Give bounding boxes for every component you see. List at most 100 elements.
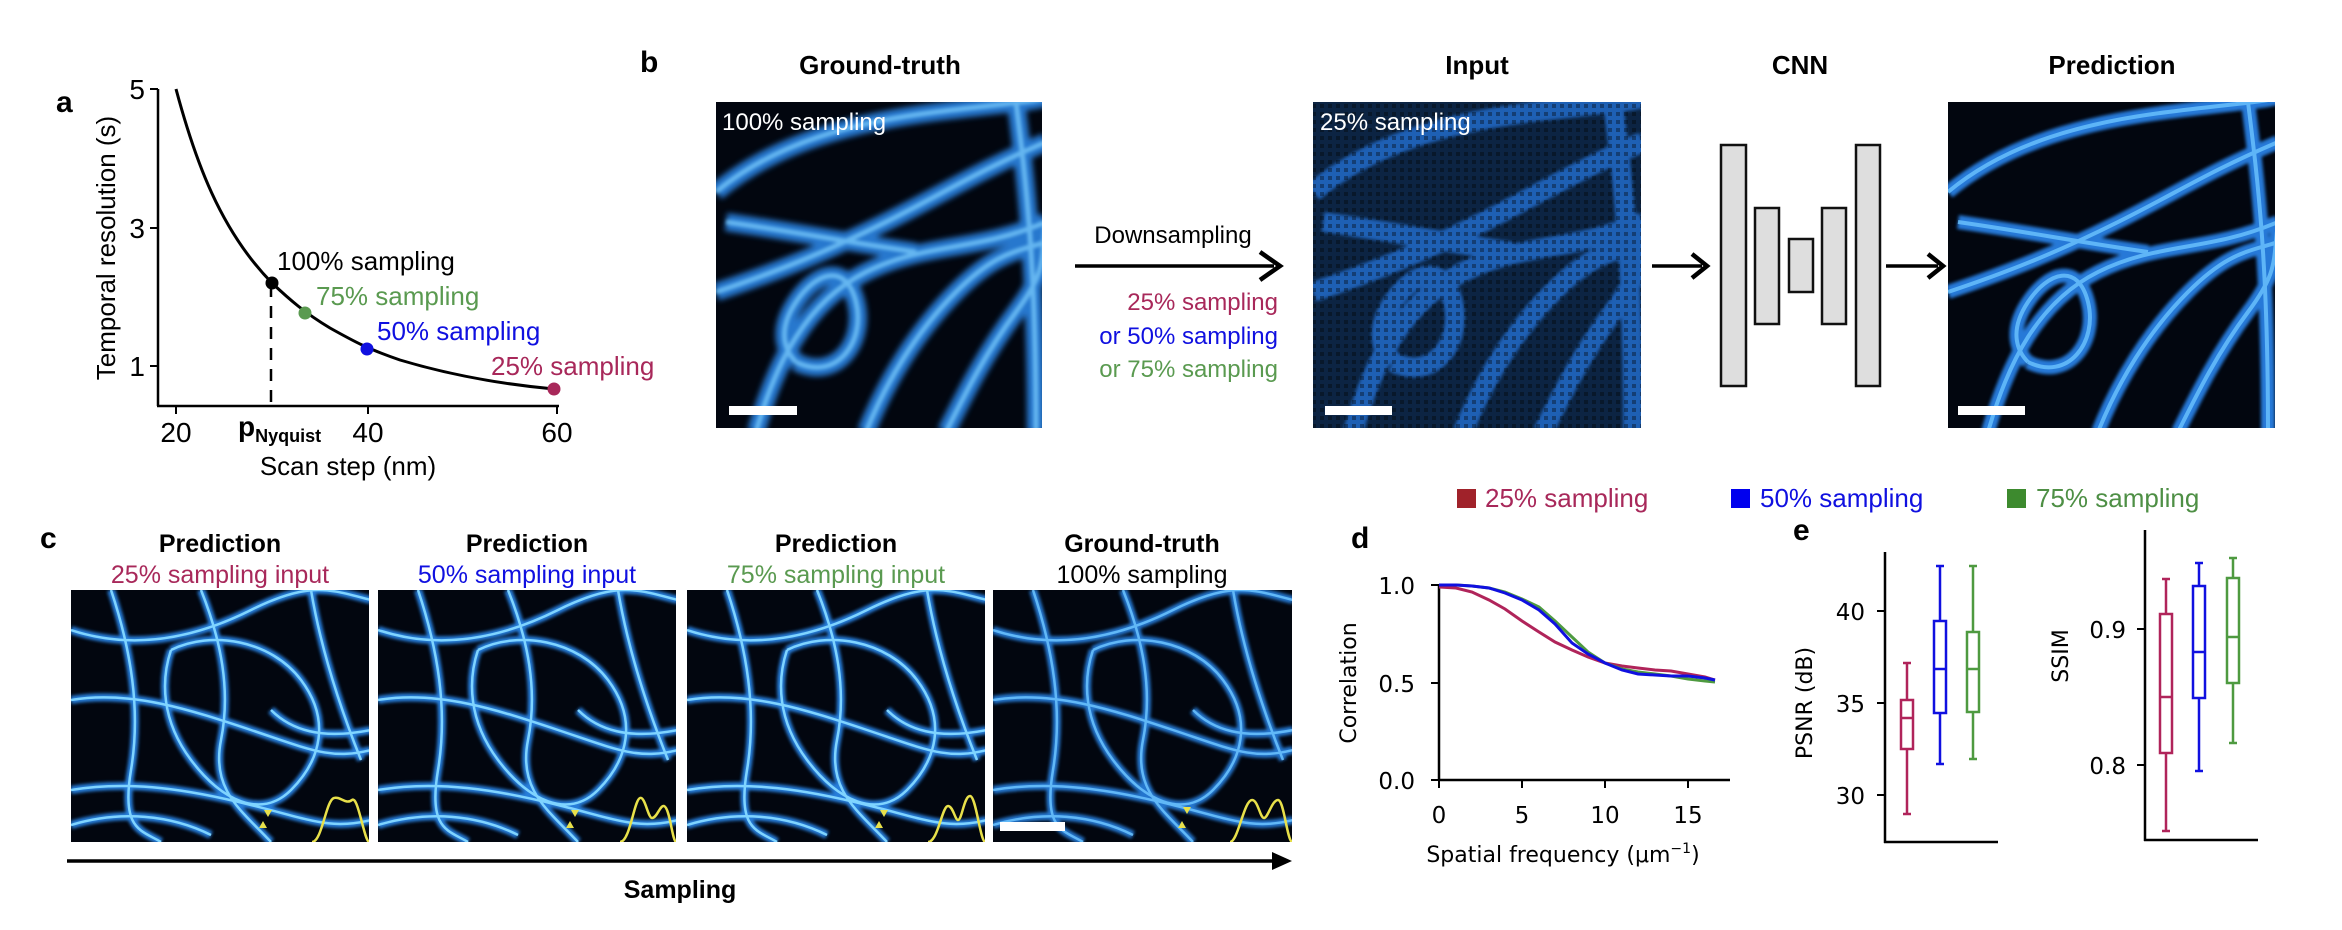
d-series-25 bbox=[1438, 585, 1716, 682]
c4-line-profile bbox=[1229, 798, 1292, 842]
b-prediction-image bbox=[1948, 102, 2275, 428]
psnr-box-50 bbox=[1932, 564, 1948, 766]
d-series-50 bbox=[1439, 583, 1716, 682]
d-xtick-15: 15 bbox=[1673, 803, 1702, 829]
panel-label-e: e bbox=[1793, 514, 1810, 547]
panel-e-ssim-chart: 0.9 0.8 SSIM bbox=[2049, 530, 2258, 842]
b-input-image bbox=[1313, 102, 1641, 428]
panel-label-b: b bbox=[640, 46, 658, 79]
c3-arrowheads-icon bbox=[875, 810, 888, 828]
c2-arrowheads-icon bbox=[566, 810, 579, 828]
d-ytick-05: 0.5 bbox=[1378, 672, 1415, 698]
d-xtick-10: 10 bbox=[1590, 803, 1619, 829]
panel-d-chart: 1.0 0.5 0.0 0 5 10 15 Spatial frequency … bbox=[1337, 574, 1730, 868]
psnr-ytick-30: 30 bbox=[1836, 784, 1865, 810]
legend-label-50: 50% sampling bbox=[1760, 483, 1923, 513]
c1-line-profile bbox=[311, 796, 369, 842]
b-cnn-arrow-in bbox=[1652, 252, 1711, 280]
a-label-100: 100% sampling bbox=[277, 246, 455, 276]
a-xlabel: Scan step (nm) bbox=[260, 451, 436, 481]
panel-label-a: a bbox=[56, 86, 73, 119]
b-input-overlay-label: 25% sampling bbox=[1320, 109, 1471, 136]
c-image-1 bbox=[71, 590, 369, 842]
psnr-ytick-40: 40 bbox=[1836, 600, 1865, 626]
legend: 25% sampling 50% sampling 75% sampling bbox=[1457, 483, 2199, 513]
c-title-4: Ground-truth bbox=[1064, 530, 1220, 558]
c-subtitle-2: 50% sampling input bbox=[418, 561, 636, 589]
c-image-3 bbox=[687, 590, 985, 842]
d-xtick-5: 5 bbox=[1515, 803, 1530, 829]
a-ytick-5: 5 bbox=[129, 74, 145, 105]
d-xlabel: Spatial frequency (μm−1) bbox=[1426, 841, 1699, 868]
panel-label-c: c bbox=[40, 522, 57, 555]
cnn-block-3 bbox=[1787, 237, 1815, 294]
d-ytick-1: 1.0 bbox=[1378, 574, 1415, 600]
b-arrow-head-icon bbox=[1258, 250, 1284, 282]
psnr-box-25 bbox=[1899, 661, 1915, 816]
psnr-ytick-35: 35 bbox=[1836, 692, 1865, 718]
a-point-25 bbox=[547, 382, 561, 396]
c-title-1: Prediction bbox=[159, 530, 281, 558]
a-ytick-1: 1 bbox=[129, 351, 145, 382]
a-point-100 bbox=[265, 276, 279, 290]
b-gt-scale-bar bbox=[729, 406, 797, 415]
ssim-ylabel: SSIM bbox=[2049, 629, 2074, 682]
ssim-ytick-08: 0.8 bbox=[2089, 754, 2126, 780]
a-label-50: 50% sampling bbox=[377, 316, 540, 346]
a-ylabel: Temporal resolution (s) bbox=[91, 116, 121, 380]
b-prediction-scale-bar bbox=[1958, 406, 2025, 415]
c4-scale-bar bbox=[1000, 822, 1065, 831]
c4-arrowheads-icon bbox=[1178, 807, 1191, 828]
b-arrow-label: Downsampling bbox=[1094, 222, 1251, 249]
c-image-2 bbox=[378, 590, 676, 842]
a-xtick-40: 40 bbox=[352, 417, 383, 448]
a-label-75: 75% sampling bbox=[316, 281, 479, 311]
c-image-4 bbox=[993, 590, 1292, 842]
b-option-50: or 50% sampling bbox=[1099, 323, 1278, 350]
panel-e-psnr-chart: 40 35 30 PSNR (dB) bbox=[1793, 552, 1998, 844]
b-title-ground-truth: Ground-truth bbox=[799, 50, 961, 80]
legend-swatch-25 bbox=[1457, 489, 1476, 508]
b-cnn-arrow-out bbox=[1886, 252, 1947, 280]
panel-a-chart: 5 3 1 20 40 60 pNyquist Scan step (nm) T… bbox=[91, 74, 654, 481]
b-ground-truth-image bbox=[716, 102, 1042, 428]
cnn-diagram bbox=[1719, 143, 1882, 388]
b-gt-overlay-label: 100% sampling bbox=[722, 109, 886, 136]
c-subtitle-3: 75% sampling input bbox=[727, 561, 945, 589]
b-input-scale-bar bbox=[1325, 406, 1392, 415]
a-xtick-20: 20 bbox=[160, 417, 191, 448]
a-curve bbox=[174, 88, 555, 391]
a-label-25: 25% sampling bbox=[491, 351, 654, 381]
d-xtick-0: 0 bbox=[1432, 803, 1447, 829]
cnn-block-1 bbox=[1719, 143, 1748, 388]
a-xtick-nyquist: pNyquist bbox=[238, 411, 321, 446]
c-title-2: Prediction bbox=[466, 530, 588, 558]
c-title-3: Prediction bbox=[775, 530, 897, 558]
b-option-75: or 75% sampling bbox=[1099, 356, 1278, 383]
a-ytick-3: 3 bbox=[129, 213, 145, 244]
ssim-box-25 bbox=[2158, 577, 2174, 833]
ssim-box-75 bbox=[2225, 556, 2241, 745]
cnn-block-2 bbox=[1753, 206, 1781, 326]
legend-label-75: 75% sampling bbox=[2036, 483, 2199, 513]
ssim-ytick-09: 0.9 bbox=[2089, 618, 2126, 644]
d-series-75 bbox=[1439, 583, 1716, 684]
c2-line-profile bbox=[619, 796, 676, 842]
b-title-cnn: CNN bbox=[1772, 50, 1828, 80]
a-point-50 bbox=[360, 342, 374, 356]
psnr-box-75 bbox=[1965, 564, 1981, 761]
d-ylabel: Correlation bbox=[1337, 622, 1362, 743]
b-title-prediction: Prediction bbox=[2048, 50, 2175, 80]
c3-line-profile bbox=[927, 794, 985, 842]
c-subtitle-1: 25% sampling input bbox=[111, 561, 329, 589]
a-point-75 bbox=[298, 306, 312, 320]
c-subtitle-4: 100% sampling bbox=[1057, 561, 1228, 589]
legend-swatch-75 bbox=[2007, 489, 2026, 508]
d-ytick-0: 0.0 bbox=[1378, 769, 1415, 795]
b-option-25: 25% sampling bbox=[1127, 289, 1278, 316]
ssim-box-50 bbox=[2191, 561, 2207, 773]
c1-arrowheads-icon bbox=[259, 810, 272, 828]
legend-label-25: 25% sampling bbox=[1485, 483, 1648, 513]
panel-label-d: d bbox=[1351, 522, 1369, 555]
